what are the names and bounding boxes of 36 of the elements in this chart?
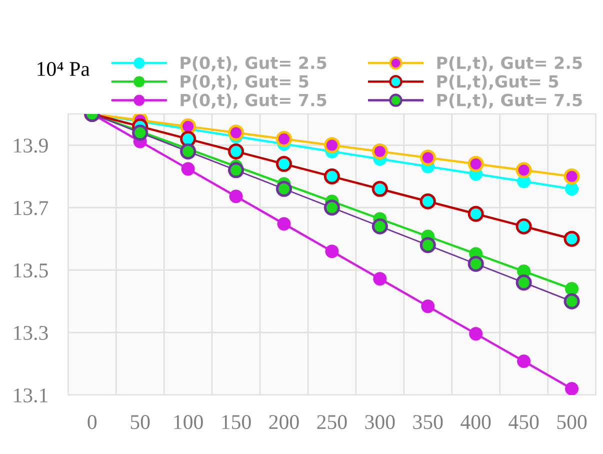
legend-label: P(0,t), Gut= 7.5 (180, 93, 326, 108)
y-tick-label: 13.3 (14, 326, 48, 340)
y-tick-label: 13.1 (14, 388, 48, 403)
point (277, 217, 291, 231)
x-tick-label: 50 (130, 415, 150, 430)
legend-label: P(L,t),Gut= 5 (437, 74, 558, 90)
x-tick-label: 500 (557, 415, 587, 430)
y-tick-label: 13.5 (14, 264, 48, 278)
point (229, 190, 243, 204)
point (517, 264, 531, 278)
point (421, 300, 435, 314)
point (565, 382, 579, 395)
legend-label: P(0,t), Gut= 5 (180, 74, 308, 90)
x-tick-label: 0 (88, 415, 97, 430)
point (517, 354, 531, 368)
point (181, 162, 195, 176)
point (373, 272, 387, 286)
legend-label: P(L,t), Gut= 7.5 (437, 93, 582, 108)
legend-label: P(L,t), Gut= 2.5 (437, 56, 582, 72)
x-tick-label: 400 (460, 415, 491, 430)
x-tick-label: 150 (222, 415, 251, 430)
y-tick-label: 13.9 (14, 138, 48, 153)
y-axis-title: 10⁴ Pa (38, 62, 90, 76)
x-tick-label: 250 (317, 415, 347, 430)
point (469, 327, 483, 341)
point (565, 182, 579, 196)
x-tick-label: 350 (413, 415, 443, 430)
x-tick-label: 300 (365, 415, 395, 430)
x-tick-label: 100 (174, 415, 203, 430)
y-tick-label: 13.7 (14, 201, 48, 216)
point (565, 282, 579, 296)
legend-label: P(0,t), Gut= 2.5 (180, 56, 326, 72)
x-tick-label: 450 (508, 415, 539, 430)
x-tick-label: 200 (269, 415, 299, 430)
point (517, 174, 531, 188)
point (325, 244, 339, 258)
